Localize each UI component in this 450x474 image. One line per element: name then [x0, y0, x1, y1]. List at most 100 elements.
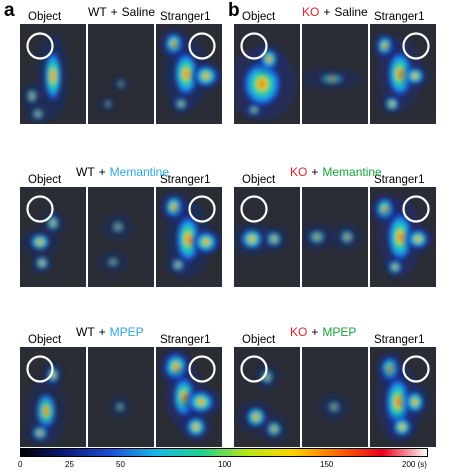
- chamber-divider: [300, 187, 302, 287]
- occupancy-hotspot: [106, 256, 120, 268]
- left-chamber-label: Object: [28, 334, 62, 346]
- condition-label: KO + MPEP: [290, 325, 356, 339]
- wire-cup-circle: [188, 195, 216, 223]
- wire-cup-circle: [402, 195, 430, 223]
- condition-label: WT + MPEP: [76, 325, 144, 339]
- occupancy-hotspot: [405, 67, 425, 85]
- colorbar-tick-label: 100: [218, 460, 232, 469]
- colorbar-tick-label: 50: [116, 460, 125, 469]
- genotype-label: KO: [290, 165, 308, 179]
- colorbar: [20, 448, 428, 457]
- occupancy-blobs: [20, 191, 222, 279]
- heatmap-arena: [234, 24, 436, 124]
- occupancy-hotspot: [187, 390, 215, 414]
- left-chamber-label: Object: [242, 174, 276, 186]
- right-chamber-label: Stranger1: [374, 334, 425, 346]
- occupancy-blobs: [236, 352, 431, 443]
- occupancy-blobs: [20, 28, 222, 124]
- chamber-divider: [368, 24, 370, 124]
- occupancy-hotspot: [339, 229, 355, 245]
- occupancy-hotspot: [31, 425, 49, 441]
- heatmap-arena: [20, 24, 222, 124]
- chamber-divider: [154, 24, 156, 124]
- occupancy-hotspot: [405, 390, 425, 414]
- occupancy-blobs: [234, 32, 431, 121]
- wire-cup-circle: [188, 355, 216, 383]
- occupancy-hotspot: [240, 228, 264, 250]
- occupancy-hotspot: [260, 369, 274, 385]
- occupancy-hotspot: [327, 400, 341, 414]
- treatment-label: MPEP: [109, 325, 144, 339]
- right-chamber-label: Stranger1: [160, 334, 211, 346]
- genotype-label: WT: [76, 325, 95, 339]
- occupancy-hotspot: [104, 100, 112, 108]
- occupancy-hotspot: [174, 212, 202, 266]
- occupancy-hotspot: [265, 420, 283, 438]
- treatment-label: Saline: [334, 5, 368, 19]
- chamber-divider: [86, 347, 88, 447]
- chamber-divider: [86, 187, 88, 287]
- wire-cup-circle: [26, 195, 54, 223]
- chamber-background: [88, 24, 154, 124]
- occupancy-hotspot: [388, 260, 402, 274]
- colorbar-tick-label: 0: [18, 460, 23, 469]
- panel-label: a: [4, 0, 15, 21]
- heatmap-arena: [20, 187, 222, 287]
- occupancy-hotspot: [247, 105, 261, 115]
- occupancy-hotspot: [29, 233, 51, 251]
- left-chamber-label: Object: [28, 11, 62, 23]
- occupancy-hotspot: [265, 230, 283, 248]
- occupancy-hotspot: [407, 229, 429, 249]
- plus-sign: +: [98, 325, 106, 339]
- occupancy-hotspot: [46, 214, 60, 232]
- wire-cup-circle: [240, 195, 268, 223]
- chamber-divider: [154, 347, 156, 447]
- heatmap-arena: [234, 347, 436, 447]
- occupancy-hotspot: [43, 48, 63, 104]
- occupancy-hotspot: [194, 231, 218, 253]
- occupancy-hotspot: [386, 210, 414, 264]
- occupancy-hotspot: [174, 97, 188, 111]
- wire-cup-circle: [240, 32, 268, 60]
- plus-sign: +: [98, 165, 106, 179]
- chamber-divider: [368, 187, 370, 287]
- condition-label: WT + Saline: [88, 5, 155, 19]
- colorbar-tick-label: 150: [320, 460, 334, 469]
- occupancy-hotspot: [35, 256, 49, 270]
- right-chamber-label: Stranger1: [160, 174, 211, 186]
- chamber-divider: [86, 24, 88, 124]
- colorbar-gradient: [20, 448, 428, 457]
- occupancy-hotspot: [114, 401, 126, 413]
- occupancy-hotspot: [26, 88, 38, 104]
- wire-cup-circle: [26, 32, 54, 60]
- occupancy-hotspot: [172, 49, 200, 99]
- treatment-label: Saline: [121, 5, 156, 19]
- treatment-label: Memantine: [109, 165, 170, 179]
- wire-cup-circle: [240, 355, 268, 383]
- chamber-divider: [300, 24, 302, 124]
- chamber-divider: [300, 347, 302, 447]
- plus-sign: +: [110, 5, 118, 19]
- plus-sign: +: [311, 325, 319, 339]
- heatmap-arena: [234, 187, 436, 287]
- occupancy-hotspot: [260, 48, 278, 70]
- condition-label: KO + Saline: [302, 5, 368, 19]
- wire-cup-circle: [26, 355, 54, 383]
- occupancy-hotspot: [171, 258, 185, 272]
- genotype-label: KO: [290, 325, 308, 339]
- left-chamber-label: Object: [242, 11, 276, 23]
- occupancy-hotspot: [116, 79, 126, 89]
- right-chamber-label: Stranger1: [374, 11, 425, 23]
- genotype-label: WT: [88, 5, 107, 19]
- panel-label: b: [228, 0, 240, 21]
- occupancy-hotspot: [308, 229, 326, 245]
- occupancy-hotspot: [194, 65, 218, 87]
- occupancy-blobs: [234, 193, 434, 279]
- right-chamber-label: Stranger1: [160, 11, 211, 23]
- treatment-label: Memantine: [322, 165, 382, 179]
- occupancy-hotspot: [392, 417, 412, 437]
- genotype-label: WT: [76, 165, 95, 179]
- treatment-label: MPEP: [322, 325, 357, 339]
- heatmap-arena: [20, 347, 222, 447]
- plus-sign: +: [311, 165, 319, 179]
